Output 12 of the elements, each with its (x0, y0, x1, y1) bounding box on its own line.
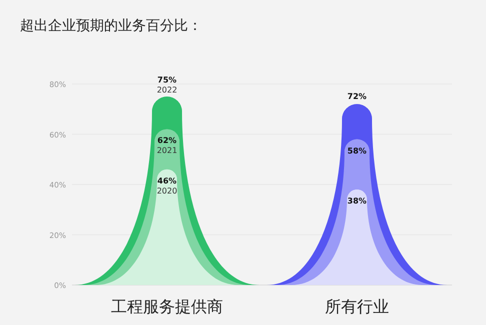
text: 72% (347, 92, 367, 102)
text: 46% (157, 176, 177, 186)
x-tick-label: 所有行业 (325, 297, 389, 316)
chart-title: 超出企业预期的业务百分比： (20, 18, 202, 34)
series-label: 2020 (156, 186, 178, 196)
text: 58% (347, 146, 367, 156)
text: 38% (347, 196, 367, 206)
series-label: 2022 (156, 86, 178, 95)
x-tick-label: 工程服务提供商 (111, 297, 223, 316)
text: 62% (157, 136, 177, 146)
series-label: 2021 (156, 146, 178, 156)
text: 75% (157, 76, 177, 85)
